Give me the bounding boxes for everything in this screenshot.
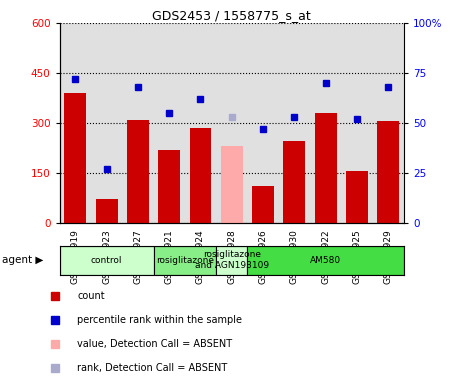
Text: percentile rank within the sample: percentile rank within the sample bbox=[77, 315, 242, 325]
Bar bbox=[221, 146, 243, 223]
Bar bbox=[252, 186, 274, 223]
Text: agent ▶: agent ▶ bbox=[2, 255, 44, 265]
Bar bbox=[154, 23, 185, 223]
Bar bbox=[315, 113, 336, 223]
Bar bbox=[60, 246, 154, 275]
Bar bbox=[377, 121, 399, 223]
Text: AM580: AM580 bbox=[310, 256, 341, 265]
Bar bbox=[284, 141, 305, 223]
Bar bbox=[247, 246, 404, 275]
Text: value, Detection Call = ABSENT: value, Detection Call = ABSENT bbox=[77, 339, 232, 349]
Bar bbox=[216, 246, 247, 275]
Bar bbox=[216, 23, 247, 223]
Text: rosiglitazone
and AGN193109: rosiglitazone and AGN193109 bbox=[195, 250, 269, 270]
Text: count: count bbox=[77, 291, 105, 301]
Bar bbox=[279, 23, 310, 223]
Bar bbox=[64, 93, 86, 223]
Bar bbox=[95, 199, 118, 223]
Bar bbox=[346, 171, 368, 223]
Bar bbox=[373, 23, 404, 223]
Bar bbox=[185, 23, 216, 223]
Text: rosiglitazone: rosiglitazone bbox=[156, 256, 214, 265]
Bar bbox=[190, 128, 212, 223]
Text: rank, Detection Call = ABSENT: rank, Detection Call = ABSENT bbox=[77, 363, 228, 373]
Bar bbox=[247, 23, 279, 223]
Bar bbox=[122, 23, 154, 223]
Bar bbox=[310, 23, 341, 223]
Title: GDS2453 / 1558775_s_at: GDS2453 / 1558775_s_at bbox=[152, 9, 311, 22]
Bar bbox=[60, 23, 91, 223]
Bar bbox=[154, 246, 216, 275]
Text: control: control bbox=[91, 256, 123, 265]
Bar bbox=[91, 23, 122, 223]
Bar bbox=[127, 119, 149, 223]
Bar bbox=[341, 23, 373, 223]
Bar bbox=[158, 149, 180, 223]
